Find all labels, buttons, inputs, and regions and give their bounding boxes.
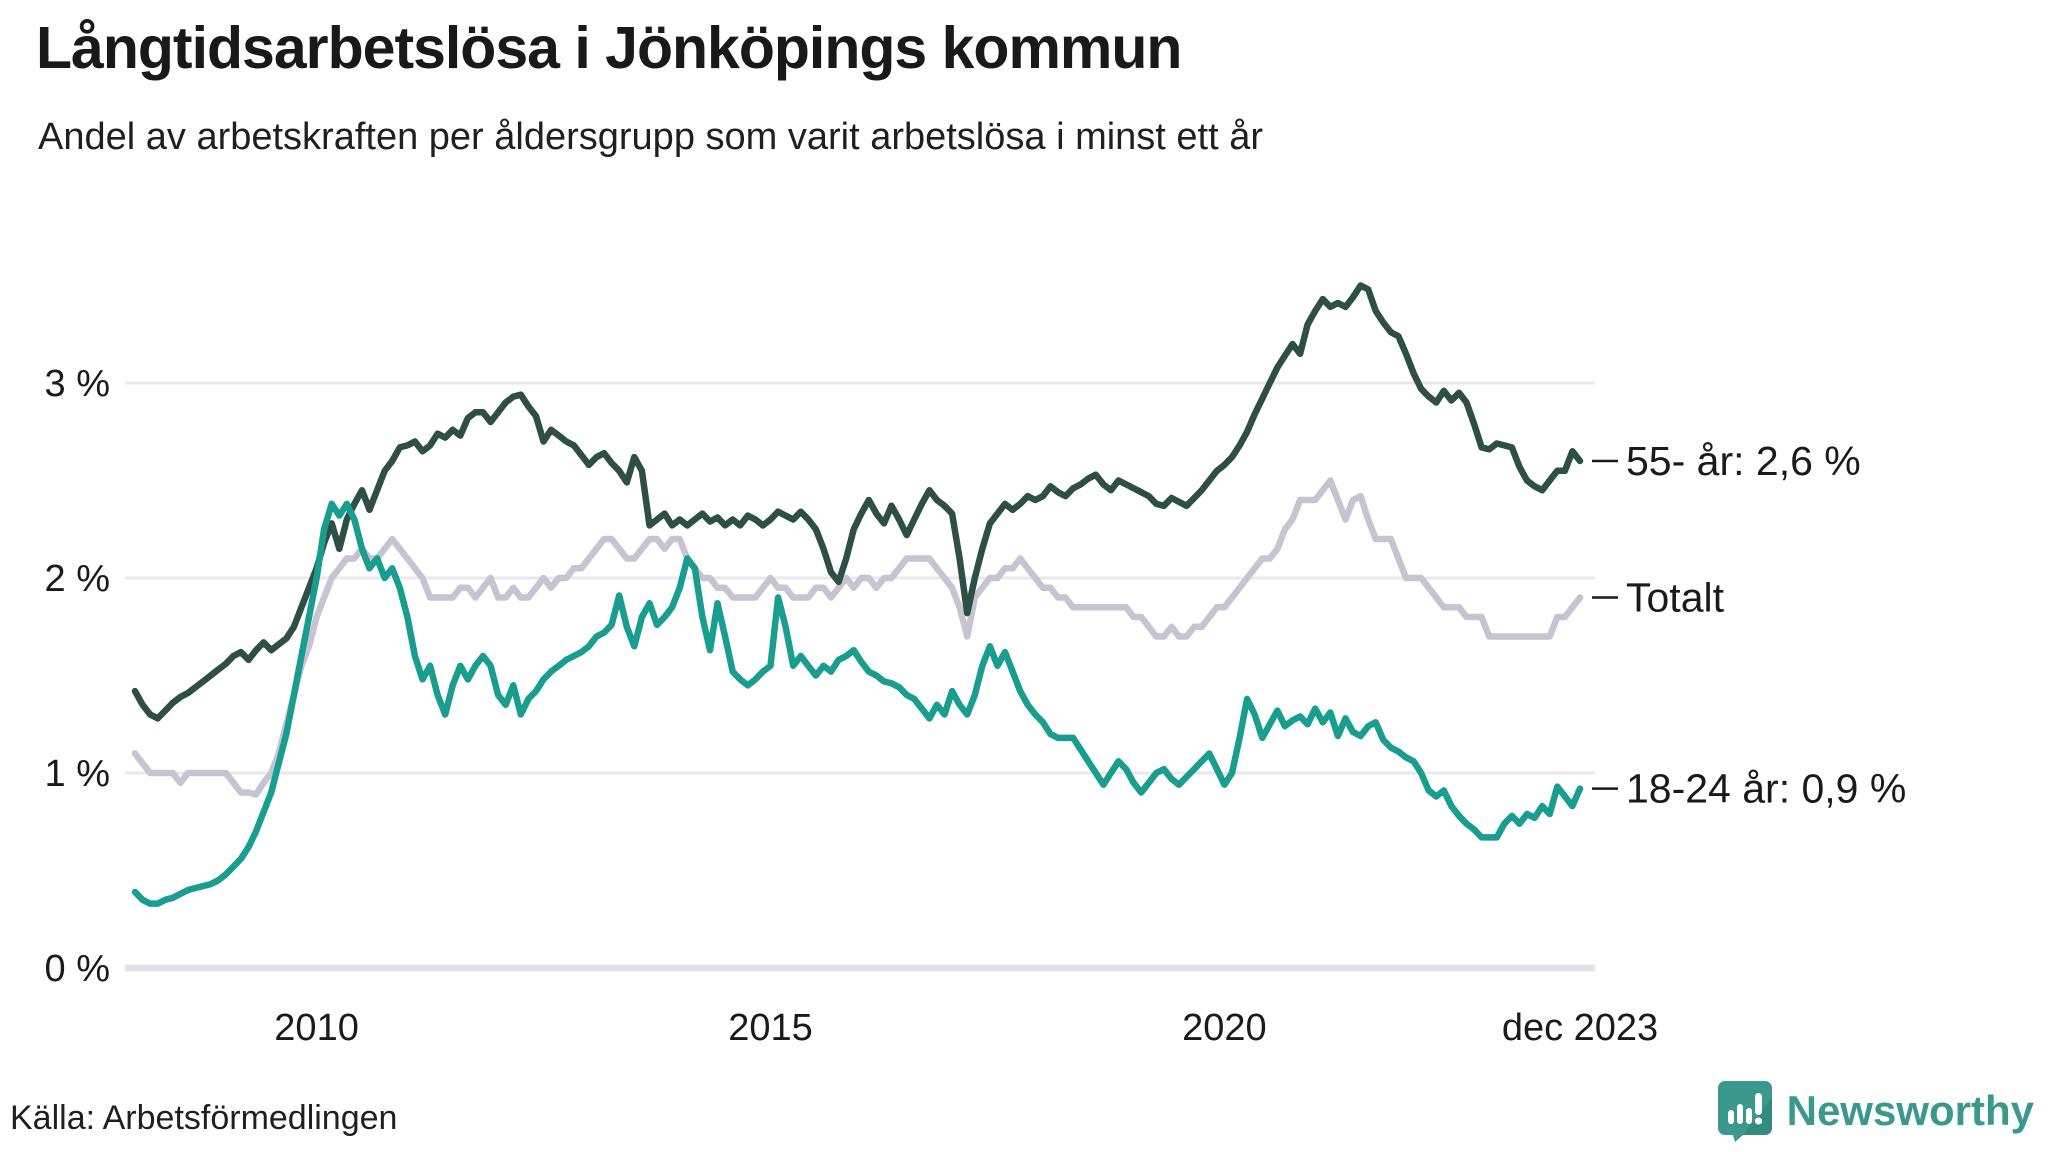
newsworthy-logo-icon xyxy=(1717,1081,1772,1142)
x-tick-label: 2020 xyxy=(1182,1007,1267,1049)
logo-bar-2 xyxy=(1736,1104,1743,1124)
x-tick-label: 2015 xyxy=(728,1007,813,1049)
y-tick-label: 2 % xyxy=(45,558,110,600)
x-tick-label: 2010 xyxy=(274,1007,359,1049)
source-note: Källa: Arbetsförmedlingen xyxy=(10,1099,398,1137)
brand-wordmark: Newsworthy xyxy=(1786,1087,2034,1134)
y-tick-label: 0 % xyxy=(45,948,110,990)
x-tick-label: dec 2023 xyxy=(1502,1007,1658,1049)
series-line-18-24-r xyxy=(131,500,1584,907)
logo-exclamation-bar xyxy=(1754,1093,1762,1115)
page-title: Långtidsarbetslösa i Jönköpings kommun xyxy=(36,15,1182,81)
logo-bar-3 xyxy=(1745,1108,1752,1124)
newsworthy-brand: Newsworthy xyxy=(1717,1080,2034,1142)
y-tick-label: 3 % xyxy=(45,363,110,405)
logo-exclamation-dot xyxy=(1754,1117,1762,1125)
page-subtitle: Andel av arbetskraften per åldersgrupp s… xyxy=(38,116,1264,158)
series-end-label: 55- år: 2,6 % xyxy=(1626,438,1861,484)
series-end-label: Totalt xyxy=(1626,575,1725,621)
logo-bar-1 xyxy=(1727,1110,1734,1124)
series-end-label: 18-24 år: 0,9 % xyxy=(1626,766,1906,812)
series-line-55-r xyxy=(131,282,1584,722)
y-tick-label: 1 % xyxy=(45,753,110,795)
